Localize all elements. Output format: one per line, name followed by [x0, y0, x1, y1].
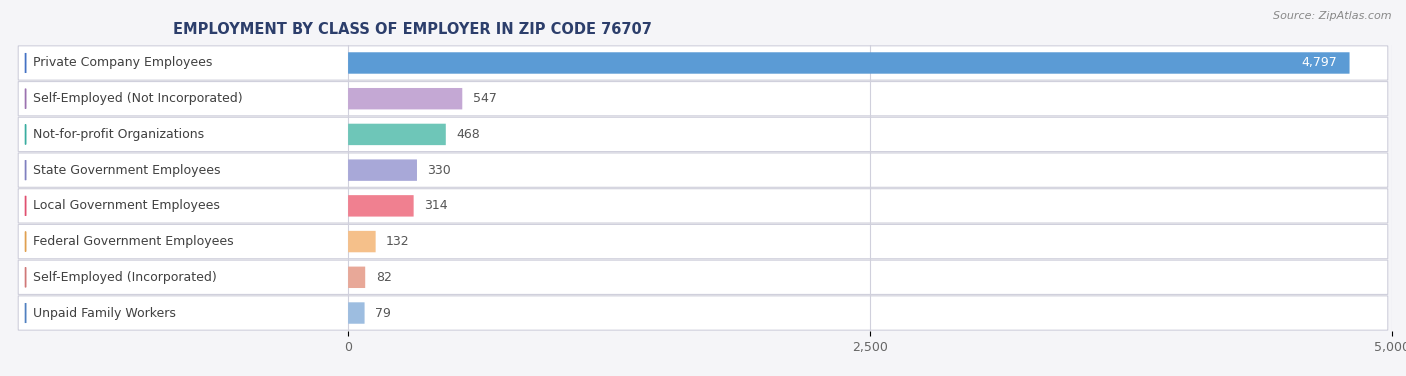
Text: 79: 79	[375, 306, 391, 320]
FancyBboxPatch shape	[349, 231, 375, 252]
FancyBboxPatch shape	[18, 189, 1388, 223]
Text: 468: 468	[456, 128, 479, 141]
Text: Private Company Employees: Private Company Employees	[32, 56, 212, 70]
FancyBboxPatch shape	[349, 302, 364, 324]
FancyBboxPatch shape	[349, 159, 418, 181]
Text: Self-Employed (Incorporated): Self-Employed (Incorporated)	[32, 271, 217, 284]
Text: 314: 314	[425, 199, 447, 212]
Text: 82: 82	[375, 271, 391, 284]
Text: Source: ZipAtlas.com: Source: ZipAtlas.com	[1274, 11, 1392, 21]
FancyBboxPatch shape	[349, 52, 1350, 74]
FancyBboxPatch shape	[349, 124, 446, 145]
FancyBboxPatch shape	[349, 195, 413, 217]
Text: Federal Government Employees: Federal Government Employees	[32, 235, 233, 248]
FancyBboxPatch shape	[18, 296, 1388, 330]
FancyBboxPatch shape	[349, 88, 463, 109]
Text: 132: 132	[387, 235, 409, 248]
FancyBboxPatch shape	[18, 153, 1388, 187]
FancyBboxPatch shape	[18, 117, 1388, 152]
FancyBboxPatch shape	[18, 82, 1388, 116]
Text: EMPLOYMENT BY CLASS OF EMPLOYER IN ZIP CODE 76707: EMPLOYMENT BY CLASS OF EMPLOYER IN ZIP C…	[173, 22, 651, 37]
Text: Not-for-profit Organizations: Not-for-profit Organizations	[32, 128, 204, 141]
Text: Unpaid Family Workers: Unpaid Family Workers	[32, 306, 176, 320]
Text: State Government Employees: State Government Employees	[32, 164, 221, 177]
FancyBboxPatch shape	[18, 224, 1388, 259]
FancyBboxPatch shape	[18, 46, 1388, 80]
Text: 547: 547	[472, 92, 496, 105]
FancyBboxPatch shape	[349, 267, 366, 288]
Text: 330: 330	[427, 164, 451, 177]
FancyBboxPatch shape	[18, 260, 1388, 294]
Text: Local Government Employees: Local Government Employees	[32, 199, 219, 212]
Text: Self-Employed (Not Incorporated): Self-Employed (Not Incorporated)	[32, 92, 242, 105]
Text: 4,797: 4,797	[1302, 56, 1337, 70]
